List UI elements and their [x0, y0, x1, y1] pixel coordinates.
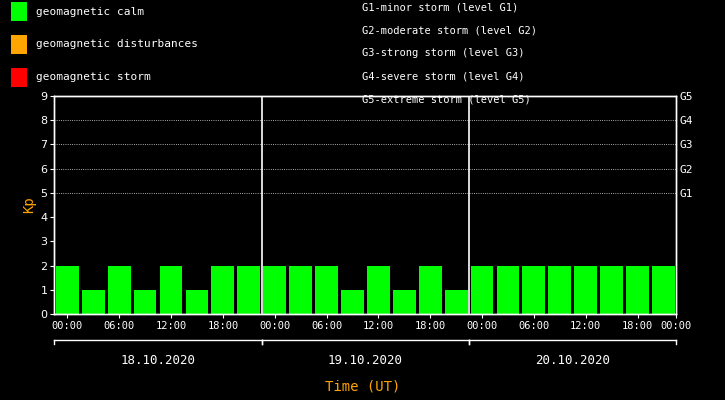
Text: G4-severe storm (level G4): G4-severe storm (level G4): [362, 72, 525, 82]
Bar: [108, 266, 130, 314]
Bar: [600, 266, 623, 314]
Text: geomagnetic storm: geomagnetic storm: [36, 72, 150, 82]
Bar: [471, 266, 494, 314]
Text: G3-strong storm (level G3): G3-strong storm (level G3): [362, 48, 525, 58]
Text: G5-extreme storm (level G5): G5-extreme storm (level G5): [362, 95, 531, 105]
Bar: [652, 266, 675, 314]
Bar: [444, 290, 468, 314]
Bar: [315, 266, 338, 314]
Bar: [497, 266, 519, 314]
Text: geomagnetic calm: geomagnetic calm: [36, 7, 144, 17]
Text: 19.10.2020: 19.10.2020: [328, 354, 403, 366]
Bar: [56, 266, 79, 314]
Bar: [626, 266, 649, 314]
Text: G1-minor storm (level G1): G1-minor storm (level G1): [362, 2, 519, 12]
Bar: [133, 290, 157, 314]
Text: geomagnetic disturbances: geomagnetic disturbances: [36, 39, 197, 49]
Bar: [341, 290, 364, 314]
Text: Time (UT): Time (UT): [325, 379, 400, 393]
Y-axis label: Kp: Kp: [22, 197, 36, 213]
Bar: [186, 290, 208, 314]
Text: 18.10.2020: 18.10.2020: [120, 354, 196, 366]
Bar: [393, 290, 415, 314]
Bar: [367, 266, 390, 314]
Bar: [523, 266, 545, 314]
Bar: [419, 266, 442, 314]
Bar: [289, 266, 312, 314]
Bar: [237, 266, 260, 314]
Bar: [548, 266, 571, 314]
Bar: [160, 266, 183, 314]
Bar: [212, 266, 234, 314]
Text: 20.10.2020: 20.10.2020: [535, 354, 610, 366]
Bar: [82, 290, 104, 314]
Bar: [263, 266, 286, 314]
Bar: [574, 266, 597, 314]
Text: G2-moderate storm (level G2): G2-moderate storm (level G2): [362, 25, 537, 35]
